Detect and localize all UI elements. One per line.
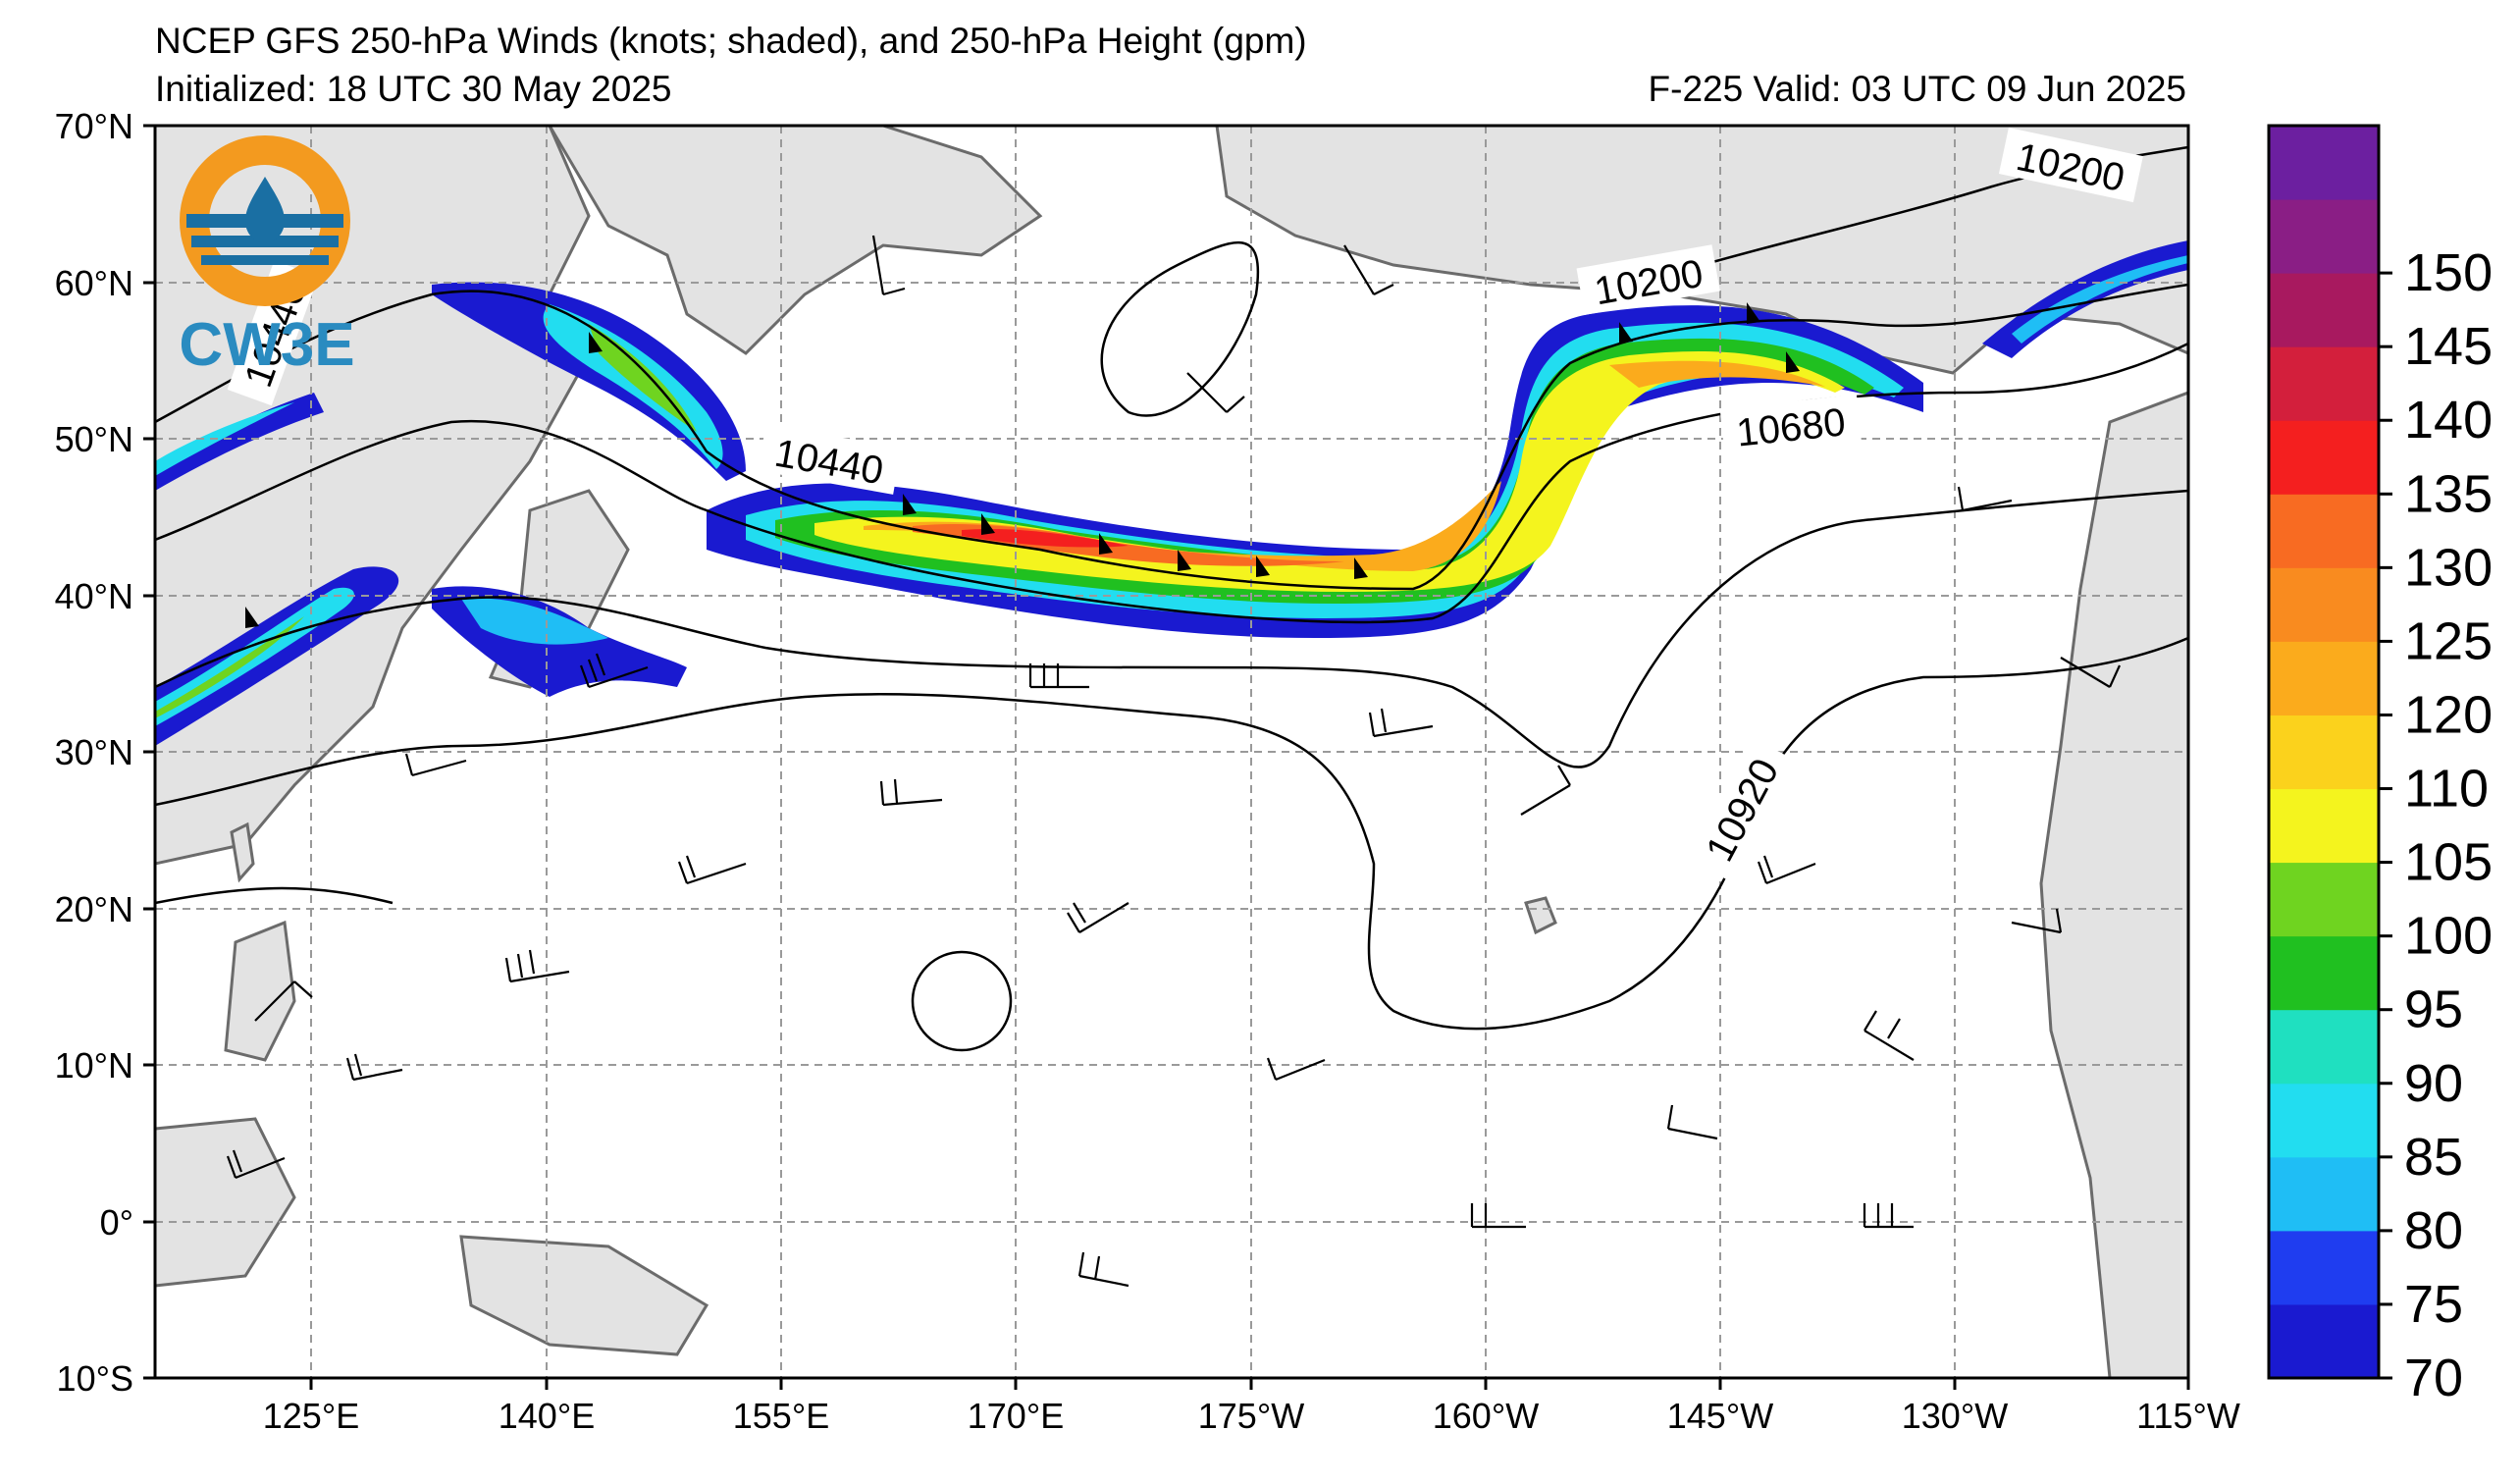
- colorbar-label: 130: [2404, 538, 2493, 597]
- colorbar-swatch: [2269, 1303, 2379, 1379]
- lat-label-10n: 10°N: [55, 1045, 133, 1086]
- jet-canada-85: [2012, 255, 2188, 344]
- latitude-axis: 70°N 60°N 50°N 40°N 30°N 20°N 10°N 0° 10…: [55, 106, 155, 1399]
- initialized-time: Initialized: 18 UTC 30 May 2025: [155, 69, 672, 109]
- wind-barbs: [226, 235, 2122, 1288]
- colorbar-swatch: [2269, 788, 2379, 864]
- jet-main-105: [814, 351, 1845, 592]
- jet-subtrop-100: [155, 616, 304, 718]
- contour-10200-ring: [1100, 240, 1260, 417]
- land-philippines: [224, 920, 296, 1062]
- colorbar-label: 125: [2404, 611, 2493, 670]
- lat-label-70n: 70°N: [55, 106, 133, 146]
- jet-okhotsk-90: [543, 304, 723, 469]
- colorbar-swatch: [2269, 126, 2379, 200]
- colorbar-label: 120: [2404, 685, 2493, 744]
- colorbar-label: 80: [2404, 1201, 2463, 1260]
- lon-label-145w: 145°W: [1667, 1396, 1773, 1436]
- jet-main-135: [962, 528, 1129, 548]
- colorbar-label: 95: [2404, 980, 2463, 1039]
- colorbar-swatch: [2269, 641, 2379, 715]
- colorbar-swatch: [2269, 1009, 2379, 1085]
- colorbar-label: 70: [2404, 1349, 2463, 1407]
- lon-label-140e: 140°E: [499, 1396, 595, 1436]
- lon-label-125e: 125°E: [263, 1396, 359, 1436]
- wind-shading: [155, 240, 2188, 746]
- longitude-axis: 125°E 140°E 155°E 170°E 175°W 160°W 145°…: [263, 1378, 2240, 1436]
- jet-okhotsk-70: [432, 282, 746, 481]
- colorbar-swatch: [2269, 862, 2379, 937]
- colorbar-swatch: [2269, 935, 2379, 1011]
- colorbar-swatch: [2269, 346, 2379, 421]
- logo-text: CW3E: [179, 311, 354, 379]
- lat-label-0: 0°: [100, 1202, 133, 1243]
- colorbar-label: 150: [2404, 243, 2493, 302]
- lat-label-20n: 20°N: [55, 889, 133, 929]
- lat-label-40n: 40°N: [55, 576, 133, 616]
- logo-bands: [186, 214, 343, 265]
- lat-label-60n: 60°N: [55, 263, 133, 303]
- colorbar-swatch: [2269, 494, 2379, 568]
- contour-10440-south: [155, 342, 2188, 624]
- colorbar-label: 145: [2404, 317, 2493, 376]
- map-title: NCEP GFS 250-hPa Winds (knots; shaded), …: [155, 21, 1307, 61]
- land-hawaii: [1524, 896, 1557, 935]
- colorbar-label: 100: [2404, 907, 2493, 966]
- colorbar-swatch: [2269, 567, 2379, 642]
- wind-pennants: [245, 302, 1800, 628]
- colorbar-label: 90: [2404, 1054, 2463, 1113]
- lon-label-115w: 115°W: [2136, 1396, 2240, 1436]
- colorbar-swatch: [2269, 199, 2379, 274]
- land-borneo-indonesia: [155, 1117, 296, 1288]
- land-taiwan: [230, 821, 255, 883]
- jet-china-70: [155, 393, 324, 491]
- colorbar-swatch: [2269, 715, 2379, 790]
- graticule: [155, 126, 2188, 1378]
- valid-time: F-225 Valid: 03 UTC 09 Jun 2025: [1648, 69, 2186, 109]
- colorbar-swatch: [2269, 273, 2379, 347]
- contour-subtropical-high: [155, 886, 394, 905]
- land-kamchatka: [548, 126, 1043, 355]
- contour-10920: [155, 636, 2188, 1031]
- colorbar-label: 85: [2404, 1128, 2463, 1187]
- colorbar-label: 140: [2404, 391, 2493, 450]
- colorbar-label: 75: [2404, 1275, 2463, 1334]
- contour-low-circle: [911, 950, 1013, 1052]
- colorbar: 70 75 80 85 90 95 100 105 110 120 125 130 135 140 145 1…: [2267, 124, 2493, 1407]
- colorbar-swatch: [2269, 1083, 2379, 1158]
- jet-japan-85: [461, 598, 608, 645]
- colorbar-swatch: [2269, 1230, 2379, 1305]
- contour-10680: [155, 489, 2188, 768]
- droplet-icon: [245, 177, 285, 243]
- lat-label-50n: 50°N: [55, 419, 133, 459]
- colorbar-swatch: [2269, 1156, 2379, 1232]
- lon-label-160w: 160°W: [1433, 1396, 1539, 1436]
- colorbar-label: 110: [2404, 760, 2489, 819]
- lat-label-30n: 30°N: [55, 732, 133, 772]
- cw3e-logo: CW3E: [179, 135, 355, 379]
- lon-label-155e: 155°E: [733, 1396, 829, 1436]
- lon-label-170e: 170°E: [968, 1396, 1064, 1436]
- contour-10440-north: [155, 283, 2188, 591]
- land-new-guinea: [459, 1235, 709, 1356]
- colorbar-label: 135: [2404, 464, 2493, 523]
- lon-label-175w: 175°W: [1198, 1396, 1304, 1436]
- jet-okhotsk-100: [589, 324, 697, 432]
- lon-label-130w: 130°W: [1902, 1396, 2008, 1436]
- lat-label-10s: 10°S: [57, 1358, 133, 1399]
- land-north-america: [2039, 391, 2188, 1378]
- colorbar-swatch: [2269, 420, 2379, 495]
- colorbar-label: 105: [2404, 833, 2493, 892]
- colorbar-border: [2267, 124, 2381, 1380]
